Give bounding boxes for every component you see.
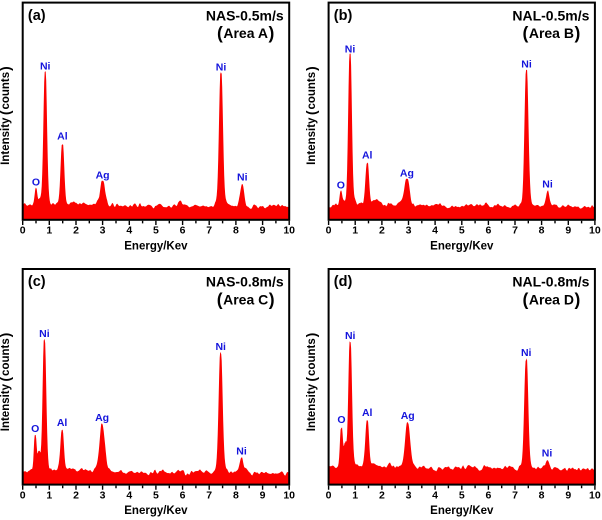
svg-text:Ni: Ni [521, 58, 532, 70]
svg-text:O: O [337, 414, 345, 426]
svg-text:5: 5 [153, 225, 159, 237]
svg-text:(c): (c) [28, 274, 46, 290]
svg-text:(b): (b) [334, 8, 353, 24]
svg-text:0: 0 [326, 225, 332, 237]
svg-text:Ni: Ni [345, 43, 356, 55]
svg-text:Ag: Ag [401, 410, 415, 422]
svg-text:Ni: Ni [215, 341, 226, 353]
svg-text:(a): (a) [28, 8, 46, 24]
svg-text:9: 9 [565, 489, 571, 501]
svg-text:Ag: Ag [96, 169, 110, 181]
svg-text:3: 3 [100, 489, 106, 501]
svg-text:7: 7 [512, 225, 518, 237]
svg-text:2: 2 [73, 225, 79, 237]
svg-text:Al: Al [57, 417, 68, 429]
svg-text:8: 8 [233, 225, 239, 237]
svg-text:4: 4 [432, 489, 438, 501]
svg-text:3: 3 [100, 225, 106, 237]
svg-text:7: 7 [206, 489, 212, 501]
svg-text:4: 4 [432, 225, 438, 237]
svg-text:Energy/Kev: Energy/Kev [124, 240, 188, 252]
svg-text:5: 5 [459, 489, 465, 501]
svg-text:0: 0 [20, 489, 26, 501]
svg-text:Ni: Ni [236, 445, 247, 457]
svg-text:Ni: Ni [216, 61, 227, 73]
svg-text:1: 1 [46, 225, 52, 237]
svg-text:NAL-0.8m/s: NAL-0.8m/s [512, 274, 589, 290]
svg-text:Energy/Kev: Energy/Kev [430, 240, 494, 252]
svg-text:Ni: Ni [542, 447, 553, 459]
svg-text:6: 6 [180, 225, 186, 237]
svg-text:Al: Al [362, 407, 373, 419]
svg-text:8: 8 [539, 489, 545, 501]
svg-text:Ni: Ni [237, 172, 248, 184]
svg-text:Ni: Ni [39, 328, 50, 340]
svg-text:Ni: Ni [40, 60, 51, 72]
svg-text:2: 2 [379, 489, 385, 501]
svg-text:8: 8 [539, 225, 545, 237]
svg-text:6: 6 [485, 225, 491, 237]
svg-text:2: 2 [73, 489, 79, 501]
svg-text:8: 8 [233, 489, 239, 501]
svg-text:4: 4 [126, 225, 132, 237]
svg-text:0: 0 [20, 225, 26, 237]
svg-text:(Area C): (Area C) [217, 290, 275, 310]
svg-text:9: 9 [260, 225, 266, 237]
svg-text:NAS-0.8m/s: NAS-0.8m/s [206, 274, 284, 290]
svg-text:(Area B): (Area B) [523, 23, 581, 43]
svg-text:Intensity(counts): Intensity(counts) [304, 66, 319, 165]
svg-text:Energy/Kev: Energy/Kev [430, 505, 494, 517]
svg-text:(Area A): (Area A) [217, 23, 274, 43]
svg-text:O: O [337, 179, 345, 191]
svg-text:Intensity(counts): Intensity(counts) [304, 333, 319, 432]
svg-text:1: 1 [352, 225, 358, 237]
svg-text:Ni: Ni [542, 179, 553, 191]
svg-text:Ni: Ni [521, 347, 532, 359]
svg-text:1: 1 [46, 489, 52, 501]
svg-text:(d): (d) [334, 274, 353, 290]
svg-text:6: 6 [485, 489, 491, 501]
svg-text:Intensity(counts): Intensity(counts) [0, 66, 13, 165]
svg-text:NAL-0.5m/s: NAL-0.5m/s [512, 7, 589, 23]
svg-text:5: 5 [459, 225, 465, 237]
svg-text:Energy/Kev: Energy/Kev [124, 505, 188, 517]
svg-text:Ag: Ag [95, 412, 109, 424]
svg-text:Intensity(counts): Intensity(counts) [0, 333, 13, 432]
svg-text:5: 5 [153, 489, 159, 501]
svg-text:O: O [32, 176, 40, 188]
svg-text:10: 10 [283, 225, 295, 237]
svg-text:Al: Al [362, 149, 373, 161]
svg-text:9: 9 [565, 225, 571, 237]
svg-text:3: 3 [406, 489, 412, 501]
svg-text:7: 7 [206, 225, 212, 237]
svg-text:O: O [31, 423, 39, 435]
svg-text:7: 7 [512, 489, 518, 501]
svg-text:10: 10 [283, 489, 295, 501]
svg-text:9: 9 [260, 489, 266, 501]
svg-text:3: 3 [406, 225, 412, 237]
svg-text:NAS-0.5m/s: NAS-0.5m/s [206, 7, 284, 23]
svg-text:Al: Al [57, 130, 68, 142]
svg-text:4: 4 [126, 489, 132, 501]
svg-text:2: 2 [379, 225, 385, 237]
svg-text:10: 10 [589, 489, 601, 501]
svg-text:(Area D): (Area D) [523, 290, 581, 310]
svg-text:0: 0 [326, 489, 332, 501]
svg-text:10: 10 [589, 225, 601, 237]
svg-text:Ni: Ni [345, 330, 356, 342]
svg-text:1: 1 [352, 489, 358, 501]
svg-text:6: 6 [180, 489, 186, 501]
svg-text:Ag: Ag [400, 167, 414, 179]
